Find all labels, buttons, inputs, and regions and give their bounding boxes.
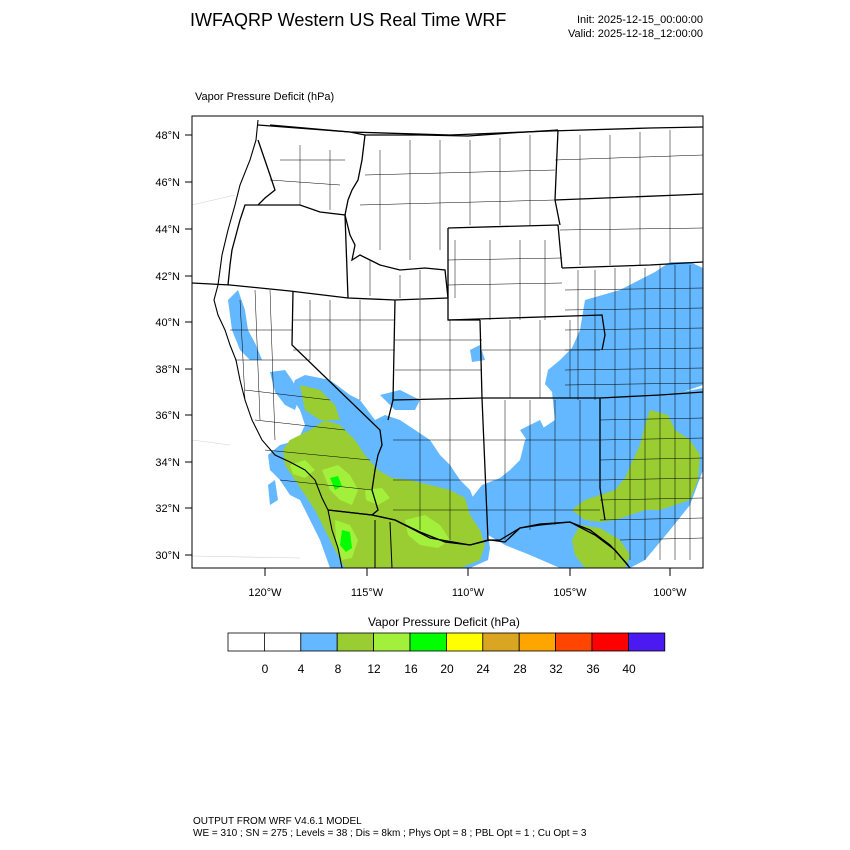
map-frame <box>191 115 704 569</box>
colorbar-swatch <box>263 632 302 652</box>
colorbar-tick: 24 <box>476 662 490 676</box>
lat-label-36: 36°N <box>155 410 180 422</box>
graticule <box>192 194 301 559</box>
colorbar-swatch <box>336 632 375 652</box>
colorbar-tick: 40 <box>622 662 636 676</box>
init-time: Init: 2025-12-15_00:00:00 <box>577 14 703 26</box>
footer-config-line: WE = 310 ; SN = 275 ; Levels = 38 ; Dis … <box>193 828 587 839</box>
field-label: Vapor Pressure Deficit (hPa) <box>195 91 335 103</box>
colorbar-tick: 0 <box>261 662 269 676</box>
lat-label-34: 34°N <box>155 457 180 469</box>
colorbar-swatch <box>300 632 338 652</box>
lat-ticks <box>185 134 192 556</box>
footer-model-line: OUTPUT FROM WRF V4.6.1 MODEL <box>193 816 362 827</box>
lat-label-40: 40°N <box>155 317 180 329</box>
colorbar-swatch <box>482 632 520 652</box>
county-boundaries <box>230 130 703 560</box>
colorbar-swatch <box>555 632 593 652</box>
lat-label-38: 38°N <box>155 364 180 376</box>
colorbar-tick: 28 <box>513 662 527 676</box>
lat-label-46: 46°N <box>155 177 180 189</box>
colorbar-swatch <box>445 632 484 652</box>
lat-label-42: 42°N <box>155 271 180 283</box>
lat-label-32: 32°N <box>155 503 180 515</box>
colorbar-title: Vapor Pressure Deficit (hPa) <box>368 615 520 629</box>
lon-label-115: 115°W <box>351 587 384 599</box>
lon-label-110: 110°W <box>452 587 485 599</box>
us-canada-border <box>257 124 703 136</box>
colorbar-tick: 20 <box>440 662 454 676</box>
lon-label-105: 105°W <box>553 587 587 599</box>
colorbar-swatch <box>518 632 557 652</box>
colorbar-swatch <box>409 632 447 652</box>
colorbar-tick: 12 <box>367 662 381 676</box>
lon-label-120: 120°W <box>248 587 282 599</box>
lon-ticks <box>264 568 671 576</box>
colorbar-tick: 8 <box>334 662 342 676</box>
map-title: IWFAQRP Western US Real Time WRF <box>190 10 507 30</box>
valid-time: Valid: 2025-12-18_12:00:00 <box>568 28 703 40</box>
colorbar-swatch <box>373 632 411 652</box>
lat-label-44: 44°N <box>155 224 180 236</box>
colorbar-swatch <box>227 632 265 652</box>
lon-label-100: 100°W <box>653 587 687 599</box>
colorbar <box>227 632 666 652</box>
lat-label-48: 48°N <box>155 130 180 142</box>
colorbar-tick: 16 <box>404 662 418 676</box>
colorbar-tick: 36 <box>586 662 600 676</box>
colorbar-swatch <box>591 632 629 652</box>
baja-gulf-outline <box>374 520 393 568</box>
map-area <box>192 119 703 568</box>
us-mexico-border <box>327 509 631 568</box>
colorbar-tick: 4 <box>297 662 305 676</box>
colorbar-tick: 32 <box>549 662 563 676</box>
colorbar-swatch <box>628 632 666 652</box>
lat-label-30: 30°N <box>155 550 180 562</box>
pacific-coastline <box>213 119 343 568</box>
